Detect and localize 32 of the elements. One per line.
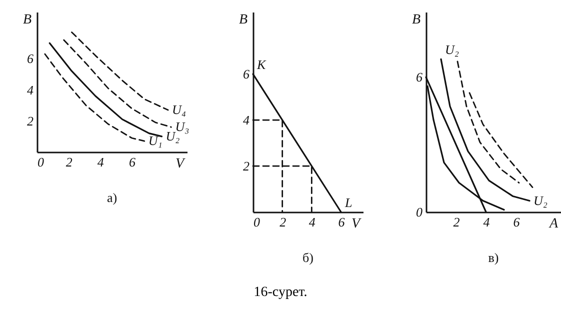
y-tick-label: 4 xyxy=(243,112,250,128)
text: в) xyxy=(488,250,499,265)
text: б) xyxy=(302,250,314,265)
text: 16-сурет. xyxy=(252,285,308,301)
x-tick-label: 0 xyxy=(38,154,44,170)
series-label: U₄ xyxy=(172,102,186,117)
y-tick-label: 4 xyxy=(27,82,34,98)
x-axis-title: V xyxy=(352,216,362,232)
x-tick-label: 2 xyxy=(280,214,287,230)
y-axis-title: В xyxy=(238,12,248,28)
series-label: U₁ xyxy=(148,133,162,148)
x-tick-label: 4 xyxy=(97,154,104,170)
series-label: U₂ xyxy=(534,192,548,208)
y-tick-label: 6 xyxy=(27,51,34,66)
x-tick-label: 2 xyxy=(66,154,73,170)
text: а) xyxy=(106,190,118,205)
x-axis-title: А xyxy=(548,216,558,232)
y-tick-label: 2 xyxy=(27,113,34,128)
x-tick-label: 4 xyxy=(483,214,490,230)
x-tick-label: 6 xyxy=(513,214,520,230)
x-axis-title: V xyxy=(176,156,186,172)
x-tick-label: 6 xyxy=(128,154,136,170)
annotation: L xyxy=(344,195,352,210)
annotation: K xyxy=(256,57,267,72)
y-axis-title: В xyxy=(22,12,32,28)
x-tick-label: 4 xyxy=(308,214,316,230)
x-tick-label: 2 xyxy=(453,214,460,230)
y-axis-title: В xyxy=(412,12,421,28)
annotation: U₂ xyxy=(445,42,460,58)
y-tick-label: 6 xyxy=(243,66,250,82)
x-tick-label: 6 xyxy=(338,214,346,230)
x-tick-label: 0 xyxy=(254,214,260,230)
